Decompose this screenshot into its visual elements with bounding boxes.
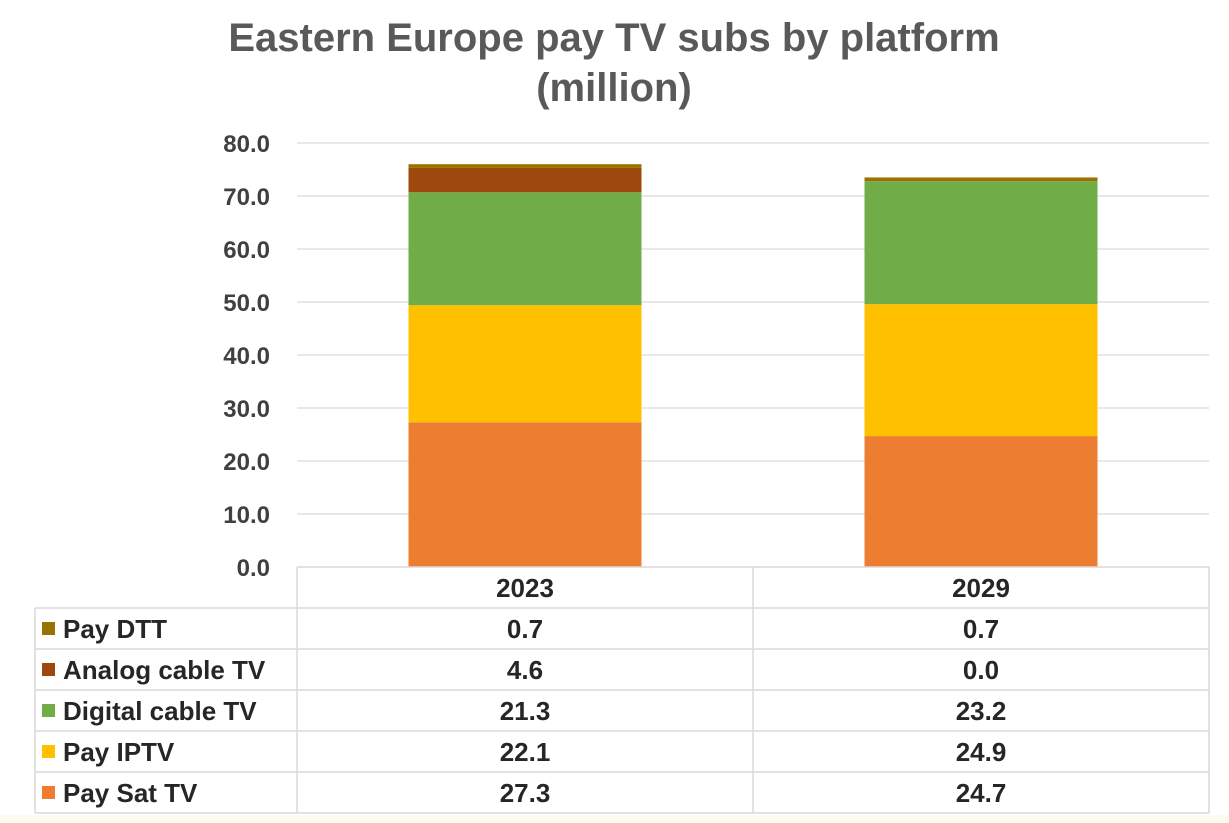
bar-segment [408, 305, 642, 423]
x-category-label: 2023 [496, 573, 554, 603]
bar-segment [864, 436, 1098, 567]
data-table: 2023 2029 Pay DTT 0.7 0.7 Analog cable TV 4.6 0… [34, 566, 1210, 814]
table-cell: 27.3 [500, 778, 551, 808]
y-tick-label: 20.0 [223, 449, 270, 476]
legend-label: Pay DTT [63, 614, 167, 644]
y-tick-label: 70.0 [223, 184, 270, 211]
y-axis-ticks: 0.0 10.0 20.0 30.0 40.0 50.0 60.0 70.0 80.0 [223, 131, 270, 582]
legend-label: Pay Sat TV [63, 778, 198, 808]
legend-swatch [42, 622, 55, 635]
x-category-label: 2029 [952, 573, 1010, 603]
chart-title-line-2: (million) [536, 66, 692, 110]
bar-stacks [408, 164, 1098, 567]
table-cell: 0.7 [507, 614, 543, 644]
table-cell: 21.3 [500, 696, 551, 726]
legend-swatch [42, 663, 55, 676]
table-cell: 24.7 [956, 778, 1007, 808]
bar-segment [408, 192, 642, 306]
table-cell: 24.9 [956, 737, 1007, 767]
bar-segment [864, 177, 1098, 182]
y-tick-label: 50.0 [223, 290, 270, 317]
bar-segment [864, 304, 1098, 437]
table-cell: 4.6 [507, 655, 543, 685]
legend-swatch [42, 745, 55, 758]
legend-label: Pay IPTV [63, 737, 175, 767]
y-tick-label: 60.0 [223, 237, 270, 264]
legend-swatch [42, 704, 55, 717]
legend-label: Digital cable TV [63, 696, 257, 726]
bar-segment [408, 167, 642, 193]
bar-segment [408, 164, 642, 168]
bar-segment [864, 181, 1098, 305]
table-cell: 23.2 [956, 696, 1007, 726]
bar-segment [408, 422, 642, 567]
table-cell: 22.1 [500, 737, 551, 767]
table-cell: 0.7 [963, 614, 999, 644]
y-tick-label: 30.0 [223, 396, 270, 423]
y-tick-label: 10.0 [223, 502, 270, 529]
table-cell: 0.0 [963, 655, 999, 685]
legend-swatch [42, 786, 55, 799]
chart-title-line-1: Eastern Europe pay TV subs by platform [228, 16, 999, 60]
y-tick-label: 0.0 [237, 555, 270, 582]
y-tick-label: 80.0 [223, 131, 270, 158]
bottom-strip [0, 815, 1229, 823]
y-tick-label: 40.0 [223, 343, 270, 370]
legend-label: Analog cable TV [63, 655, 266, 685]
